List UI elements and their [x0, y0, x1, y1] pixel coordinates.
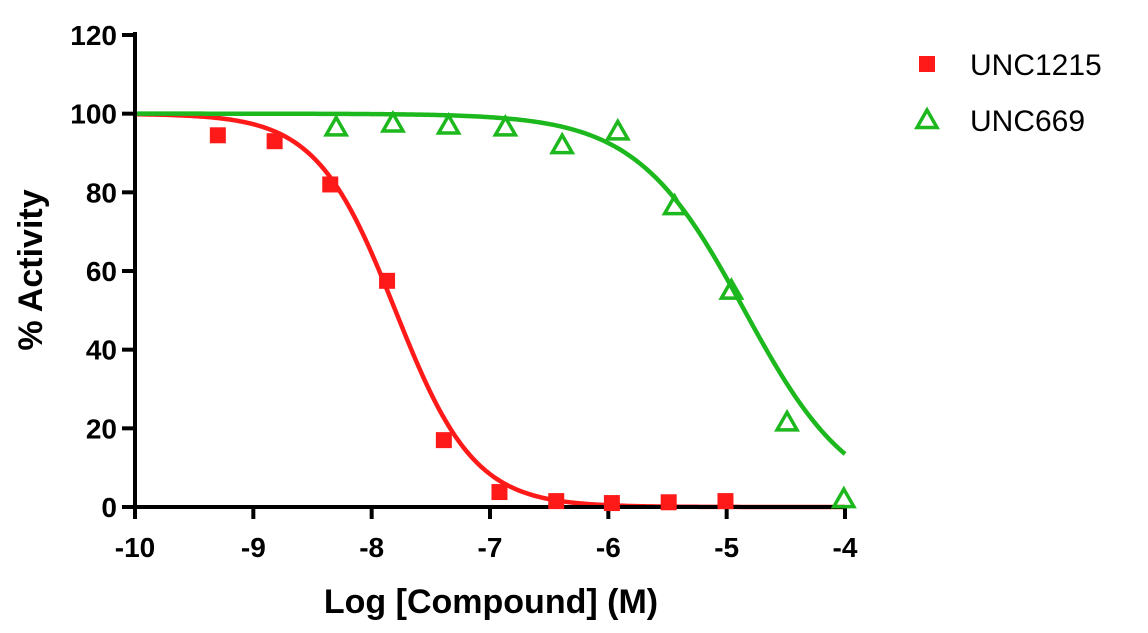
- y-tick-label: 80: [86, 177, 117, 208]
- axes: [133, 32, 847, 509]
- data-point-unc669: [549, 131, 576, 155]
- data-point-unc1215: [209, 127, 226, 144]
- y-tick-label: 120: [70, 20, 117, 51]
- x-tick-label: -9: [241, 532, 266, 563]
- legend-label-unc1215: UNC1215: [970, 49, 1102, 82]
- x-tick-label: -8: [359, 532, 384, 563]
- data-point-unc1215: [435, 432, 452, 449]
- y-tick-label: 20: [86, 413, 117, 444]
- legend-marker-unc669: [913, 106, 941, 130]
- data-point-unc669: [604, 117, 631, 141]
- fit-curve-unc1215: [134, 111, 845, 510]
- x-axis-title: Log [Compound] (M): [324, 583, 658, 621]
- data-point-unc1215: [491, 484, 508, 501]
- data-point-unc669: [492, 113, 519, 137]
- data-point-unc669: [323, 113, 350, 137]
- data-point-unc1215: [717, 493, 734, 510]
- y-tick-label: 60: [86, 256, 117, 287]
- data-point-unc1215: [603, 495, 620, 512]
- data-point-unc1215: [322, 176, 339, 193]
- x-tick-label: -5: [714, 532, 739, 563]
- axis-ticks: -10 -9 -8 -7 -6 -5 -4 0 20 40 60 80 100 120: [70, 20, 858, 563]
- x-tick-label: -4: [833, 532, 858, 563]
- data-point-unc669: [830, 485, 857, 509]
- data-points: [209, 109, 857, 512]
- legend-label-unc669: UNC669: [970, 105, 1085, 138]
- data-point-unc1215: [660, 494, 677, 511]
- y-tick-label: 100: [70, 99, 117, 130]
- data-point-unc669: [435, 111, 462, 135]
- x-tick-label: -6: [596, 532, 621, 563]
- legend: UNC1215 UNC669: [913, 49, 1102, 138]
- data-point-unc1215: [266, 133, 283, 150]
- legend-marker-unc1215: [919, 56, 935, 72]
- y-tick-label: 40: [86, 335, 117, 366]
- data-point-unc669: [379, 109, 406, 133]
- data-point-unc669: [661, 192, 688, 216]
- data-point-unc669: [774, 408, 801, 432]
- x-tick-label: -10: [115, 532, 155, 563]
- fit-curve-unc669: [135, 111, 847, 456]
- x-tick-label: -7: [478, 532, 503, 563]
- data-point-unc1215: [379, 272, 396, 289]
- y-tick-label: 0: [101, 492, 117, 523]
- data-point-unc669: [718, 277, 745, 300]
- data-point-unc1215: [548, 493, 565, 510]
- y-axis-title: % Activity: [12, 189, 50, 350]
- fit-curves: [134, 111, 847, 510]
